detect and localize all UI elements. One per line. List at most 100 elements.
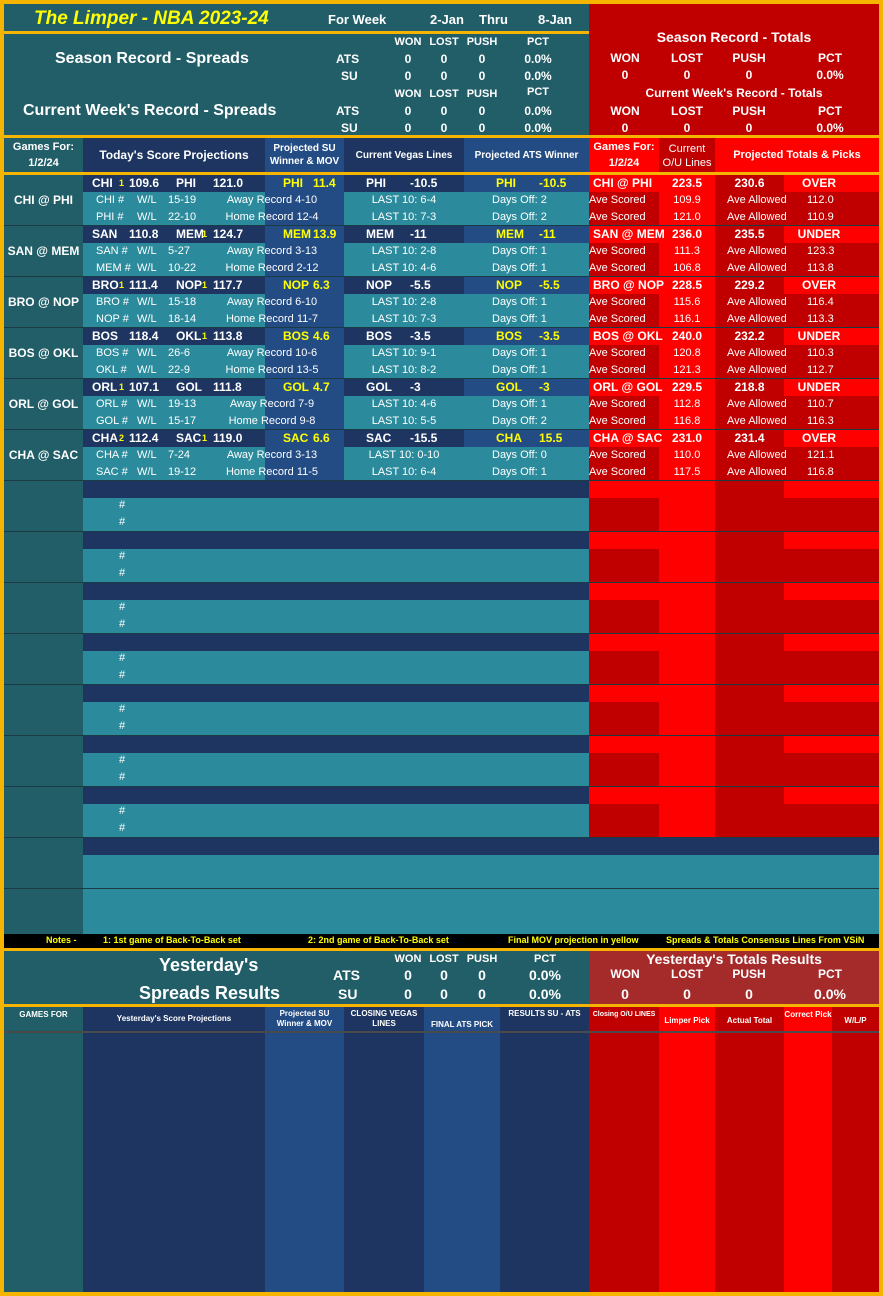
table-cell <box>659 787 715 804</box>
hdr-ou-lines-label: Current O/U Lines <box>662 143 712 169</box>
away-score: 107.1 <box>129 380 160 394</box>
table-cell <box>83 311 265 328</box>
table-cell <box>464 617 589 634</box>
table-cell <box>83 634 265 651</box>
b2b-marker: 2 <box>119 433 125 443</box>
value: 0 <box>478 104 486 118</box>
table-cell <box>344 668 464 685</box>
col-pct: PCT <box>818 51 842 65</box>
table-cell <box>4 770 83 787</box>
table-cell <box>589 600 659 617</box>
table-cell <box>344 464 464 481</box>
value: 0 <box>404 104 412 118</box>
y-hdr-limper: Limper Pick <box>664 1016 710 1025</box>
vegas-team: BOS <box>366 329 393 343</box>
yesterday-spreads-panel <box>4 951 589 1004</box>
table-cell <box>265 532 344 549</box>
table-cell <box>589 362 659 379</box>
overall-record: 19-13 <box>168 398 197 410</box>
table-cell <box>344 651 464 668</box>
vegas-line: -3 <box>410 380 421 394</box>
col-push: PUSH <box>732 51 766 65</box>
ou-game: BRO @ NOP <box>593 278 665 292</box>
table-cell <box>344 413 464 430</box>
last-10: LAST 10: 8-2 <box>371 364 437 376</box>
table-cell <box>83 549 265 566</box>
week-start: 2-Jan <box>430 12 464 27</box>
table-cell <box>83 787 265 804</box>
wl-label: W/L <box>137 313 157 325</box>
table-cell <box>265 889 344 906</box>
table-cell <box>784 617 879 634</box>
table-cell <box>715 328 784 345</box>
ave-scored: 116.1 <box>673 313 701 325</box>
table-cell <box>589 260 659 277</box>
table-cell <box>589 175 659 192</box>
table-cell <box>83 226 265 243</box>
value: 0 <box>478 52 486 66</box>
table-cell <box>659 923 715 937</box>
overall-record: 5-27 <box>168 245 191 257</box>
ou-line: 223.5 <box>671 176 703 190</box>
table-cell <box>265 821 344 838</box>
table-cell <box>83 719 265 736</box>
table-cell <box>589 481 659 498</box>
col-lost: LOST <box>429 36 459 48</box>
table-cell <box>715 311 784 328</box>
vegas-line: -15.5 <box>410 431 438 445</box>
table-cell <box>4 702 83 719</box>
b2b-marker: 1 <box>202 229 208 239</box>
table-cell <box>464 396 589 413</box>
col-push: PUSH <box>732 967 766 981</box>
table-cell <box>4 855 83 872</box>
table-cell <box>464 804 589 821</box>
table-cell <box>659 600 715 617</box>
table-cell <box>715 430 784 447</box>
hdr-totals-picks <box>715 138 879 172</box>
days-off: Days Off: 1 <box>492 398 547 410</box>
ave-scored: 121.3 <box>673 364 701 376</box>
overall-record: 18-14 <box>168 313 197 325</box>
table-cell <box>659 770 715 787</box>
table-cell <box>265 617 344 634</box>
table-cell <box>784 430 879 447</box>
table-cell <box>344 209 464 226</box>
team-record-label: OKL # <box>96 364 127 376</box>
ave-allowed: 113.3 <box>807 313 834 325</box>
table-cell <box>265 566 344 583</box>
ats-line: -3.5 <box>539 329 560 343</box>
table-cell <box>83 260 265 277</box>
last-10: LAST 10: 7-3 <box>371 313 437 325</box>
empty-marker: # <box>119 720 126 732</box>
table-cell <box>344 753 464 770</box>
ave-allowed: 113.8 <box>807 262 834 274</box>
table-cell <box>715 345 784 362</box>
ats-team: MEM <box>496 227 524 241</box>
ave-allowed-label: Ave Allowed <box>727 364 787 376</box>
split-record: Away Record 6-10 <box>226 296 318 308</box>
table-cell <box>265 651 344 668</box>
table-cell <box>589 804 659 821</box>
table-cell <box>784 685 879 702</box>
ave-scored-label: Ave Scored <box>589 296 646 308</box>
table-cell <box>265 583 344 600</box>
table-cell <box>784 855 879 872</box>
vegas-team: NOP <box>366 278 393 292</box>
table-cell <box>659 447 715 464</box>
ats-team: NOP <box>496 278 523 292</box>
table-cell <box>344 702 464 719</box>
table-cell <box>344 923 464 937</box>
table-cell <box>83 447 265 464</box>
days-off: Days Off: 1 <box>492 364 547 376</box>
table-cell <box>4 362 83 379</box>
table-cell <box>589 889 659 906</box>
table-cell <box>589 328 659 345</box>
table-cell <box>83 617 265 634</box>
away-score: 111.4 <box>129 278 158 292</box>
table-cell <box>715 192 784 209</box>
ou-line: 231.0 <box>671 431 703 445</box>
empty-marker: # <box>119 618 126 630</box>
thru-label: Thru <box>479 12 508 27</box>
table-cell <box>464 685 589 702</box>
table-cell <box>344 328 464 345</box>
